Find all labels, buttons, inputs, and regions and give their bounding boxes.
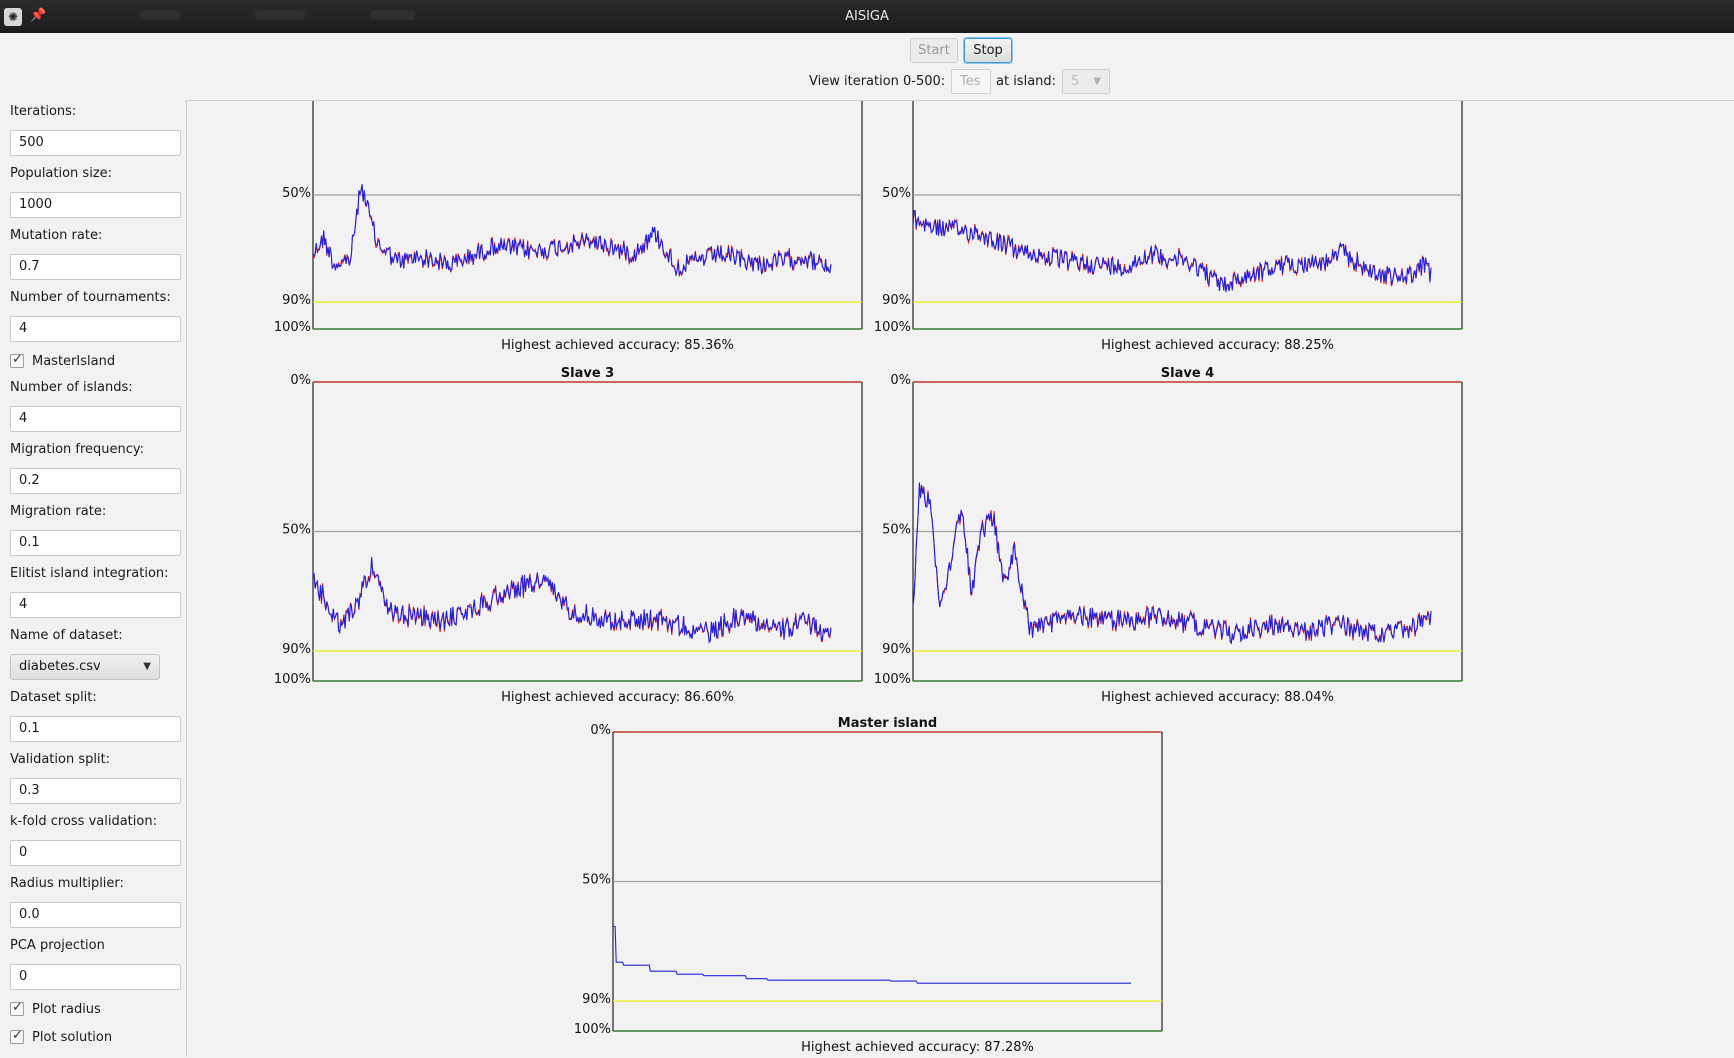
chart-ytick-label: 50% bbox=[882, 523, 911, 538]
chart-series-error-line bbox=[312, 558, 832, 643]
kfold-label: k-fold cross validation: bbox=[10, 814, 157, 829]
check-icon: ✓ bbox=[12, 1028, 23, 1043]
window-titlebar: ✺ 📌 AISIGA bbox=[0, 0, 1734, 33]
stop-button[interactable]: Stop bbox=[964, 38, 1012, 63]
view-iteration-input[interactable]: Tes bbox=[951, 69, 991, 94]
chart-series-error-line bbox=[912, 210, 1432, 291]
tournaments-input[interactable]: 4 bbox=[10, 316, 181, 342]
chart-footer: Highest achieved accuracy: 88.04% bbox=[1101, 690, 1334, 705]
chart-ytick-label: 90% bbox=[882, 642, 911, 657]
chart-ytick-label: 0% bbox=[890, 373, 911, 388]
dataset-label: Name of dataset: bbox=[10, 628, 123, 643]
chart-series-fitness-line bbox=[312, 184, 832, 276]
radius-input[interactable]: 0.0 bbox=[10, 902, 181, 928]
chart-ytick-label: 50% bbox=[582, 873, 611, 888]
chart-series-fitness-line bbox=[912, 210, 1432, 293]
chart-series-fitness-line bbox=[312, 557, 832, 644]
chart-ytick-label: 100% bbox=[574, 1022, 611, 1037]
at-island-label: at island: bbox=[996, 74, 1057, 89]
chart-ytick-label: 0% bbox=[590, 723, 611, 738]
dataset-split-label: Dataset split: bbox=[10, 690, 97, 705]
charts-canvas: 50% 90% 100% Highest achieved accuracy: 85.… bbox=[274, 101, 1463, 1055]
start-button[interactable]: Start bbox=[910, 38, 958, 63]
pin-icon[interactable]: 📌 bbox=[30, 8, 47, 23]
chart-ytick-label: 90% bbox=[582, 992, 611, 1007]
chart-footer: Highest achieved accuracy: 88.25% bbox=[1101, 338, 1334, 353]
chart-title: Master island bbox=[838, 716, 937, 731]
chart-ytick-label: 100% bbox=[274, 320, 311, 335]
kfold-input[interactable]: 0 bbox=[10, 840, 181, 866]
plot-solution-checkbox[interactable]: ✓ Plot solution bbox=[10, 1028, 113, 1045]
dataset-split-input[interactable]: 0.1 bbox=[10, 716, 181, 742]
checkbox-box[interactable]: ✓ bbox=[10, 1000, 24, 1016]
view-iteration-label: View iteration 0-500: bbox=[809, 74, 946, 89]
plot-radius-label: Plot radius bbox=[32, 1002, 101, 1017]
plot-area: 50% 90% 100% Highest achieved accuracy: 85.… bbox=[187, 100, 1734, 1058]
islands-input[interactable]: 4 bbox=[10, 406, 181, 432]
population-input[interactable]: 1000 bbox=[10, 192, 181, 218]
master-island-label: MasterIsland bbox=[32, 354, 116, 369]
chart-footer: Highest achieved accuracy: 86.60% bbox=[501, 690, 734, 705]
mutation-input[interactable]: 0.7 bbox=[10, 254, 181, 280]
migration-rate-input[interactable]: 0.1 bbox=[10, 530, 181, 556]
elitist-label: Elitist island integration: bbox=[10, 566, 169, 581]
pca-label: PCA projection bbox=[10, 938, 105, 953]
chart-series-fitness-line bbox=[613, 925, 1131, 984]
pca-input[interactable]: 0 bbox=[10, 964, 181, 990]
migration-rate-label: Migration rate: bbox=[10, 504, 107, 519]
elitist-input[interactable]: 4 bbox=[10, 592, 181, 618]
migration-frequency-label: Migration frequency: bbox=[10, 442, 145, 457]
chart-ytick-label: 100% bbox=[274, 672, 311, 687]
island-select[interactable]: 5 ▼ bbox=[1062, 69, 1110, 94]
chart-ytick-label: 100% bbox=[874, 672, 911, 687]
chart-ytick-label: 50% bbox=[282, 523, 311, 538]
app-icon[interactable]: ✺ bbox=[4, 8, 22, 26]
validation-split-label: Validation split: bbox=[10, 752, 111, 767]
chevron-down-icon: ▼ bbox=[1093, 76, 1101, 87]
island-select-value: 5 bbox=[1071, 74, 1080, 89]
chart-footer: Highest achieved accuracy: 87.28% bbox=[801, 1040, 1034, 1055]
plot-solution-label: Plot solution bbox=[32, 1030, 113, 1045]
iterations-label: Iterations: bbox=[10, 104, 77, 119]
titlebar-menu-item bbox=[255, 10, 305, 20]
chart-series-fitness-line bbox=[912, 482, 1432, 644]
validation-split-input[interactable]: 0.3 bbox=[10, 778, 181, 804]
master-island-checkbox[interactable]: ✓ MasterIsland bbox=[10, 352, 116, 369]
mutation-label: Mutation rate: bbox=[10, 228, 103, 243]
sidebar-divider bbox=[186, 100, 187, 1057]
titlebar-menu-item bbox=[140, 10, 180, 20]
migration-frequency-input[interactable]: 0.2 bbox=[10, 468, 181, 494]
iterations-input[interactable]: 500 bbox=[10, 130, 181, 156]
plot-radius-checkbox[interactable]: ✓ Plot radius bbox=[10, 1000, 101, 1017]
chart-ytick-label: 90% bbox=[282, 293, 311, 308]
chevron-down-icon: ▼ bbox=[143, 661, 151, 672]
dataset-select[interactable]: diabetes.csv ▼ bbox=[10, 654, 160, 680]
window-title: AISIGA bbox=[845, 9, 889, 24]
checkbox-box[interactable]: ✓ bbox=[10, 1028, 24, 1044]
islands-label: Number of islands: bbox=[10, 380, 133, 395]
check-icon: ✓ bbox=[12, 352, 23, 367]
checkbox-box[interactable]: ✓ bbox=[10, 352, 24, 368]
settings-sidebar: Iterations: 500 Population size: 1000 Mu… bbox=[0, 100, 186, 1057]
titlebar-menu-item bbox=[370, 10, 415, 20]
chart-ytick-label: 90% bbox=[282, 642, 311, 657]
chart-footer: Highest achieved accuracy: 85.36% bbox=[501, 338, 734, 353]
radius-label: Radius multiplier: bbox=[10, 876, 124, 891]
chart-ytick-label: 50% bbox=[282, 186, 311, 201]
chart-title: Slave 3 bbox=[561, 366, 614, 381]
chart-ytick-label: 100% bbox=[874, 320, 911, 335]
tournaments-label: Number of tournaments: bbox=[10, 290, 171, 305]
population-label: Population size: bbox=[10, 166, 113, 181]
chart-ytick-label: 0% bbox=[290, 373, 311, 388]
chart-title: Slave 4 bbox=[1161, 366, 1214, 381]
chart-ytick-label: 50% bbox=[882, 186, 911, 201]
chart-ytick-label: 90% bbox=[882, 293, 911, 308]
dataset-select-value: diabetes.csv bbox=[19, 659, 101, 674]
check-icon: ✓ bbox=[12, 1000, 23, 1015]
